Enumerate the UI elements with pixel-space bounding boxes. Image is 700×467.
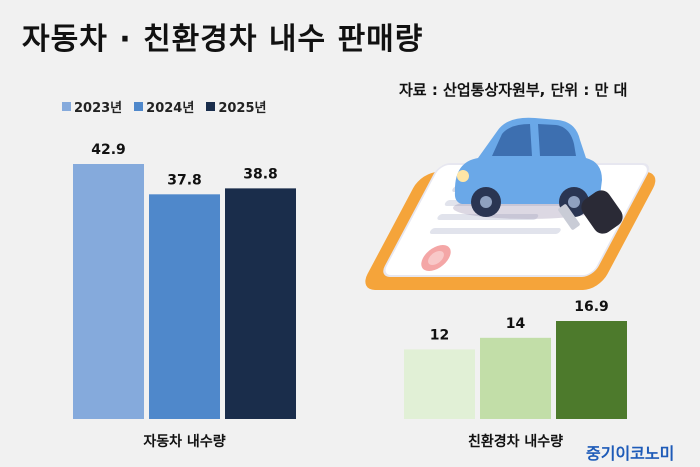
vehicle-value-label-2023: 42.9 [91,142,126,158]
vehicle-bar-2025 [225,188,296,419]
eco-vehicle-bar-2023 [404,349,475,419]
legend: 2023년 2024년 2025년 [62,97,266,116]
legend-label-2024: 2024년 [146,101,195,116]
eco-vehicle-value-label-2023: 12 [430,327,449,343]
page-title: 자동차 · 친환경차 내수 판매량 [22,22,424,57]
eco-vehicle-value-label-2025: 16.9 [574,299,609,315]
legend-item-2025: 2025년 [206,97,266,116]
legend-item-2024: 2024년 [134,97,194,116]
vehicle-bar-2023 [73,164,144,419]
vehicle-category-label: 자동차 내수량 [143,434,225,450]
eco-vehicle-bar-2024 [480,337,551,419]
vehicle-value-label-2025: 38.8 [243,166,278,182]
legend-swatch-2025 [206,102,216,111]
brand-logo: 중기이코노미 [586,444,675,463]
legend-item-2023: 2023년 [62,97,122,116]
chart-vehicle-sales: 42.9 37.8 38.8 자동차 내수량 [73,142,296,450]
legend-label-2025: 2025년 [218,101,267,116]
legend-swatch-2023 [62,102,71,111]
chart-eco-vehicle-sales: 12 14 16.9 친환경차 내수량 [404,299,627,450]
source-note: 자료 : 산업통상자원부, 단위 : 만 대 [399,81,628,99]
car-clipboard-illustration [365,117,656,290]
vehicle-value-label-2024: 37.8 [167,172,202,188]
vehicle-bar-2024 [149,194,220,419]
eco-vehicle-category-label: 친환경차 내수량 [468,433,563,450]
eco-vehicle-bar-2025 [556,321,627,419]
car-key-icon [558,190,623,234]
legend-label-2023: 2023년 [74,101,123,116]
eco-vehicle-value-label-2024: 14 [506,316,526,332]
legend-swatch-2024 [134,102,144,111]
car-icon [453,117,603,219]
